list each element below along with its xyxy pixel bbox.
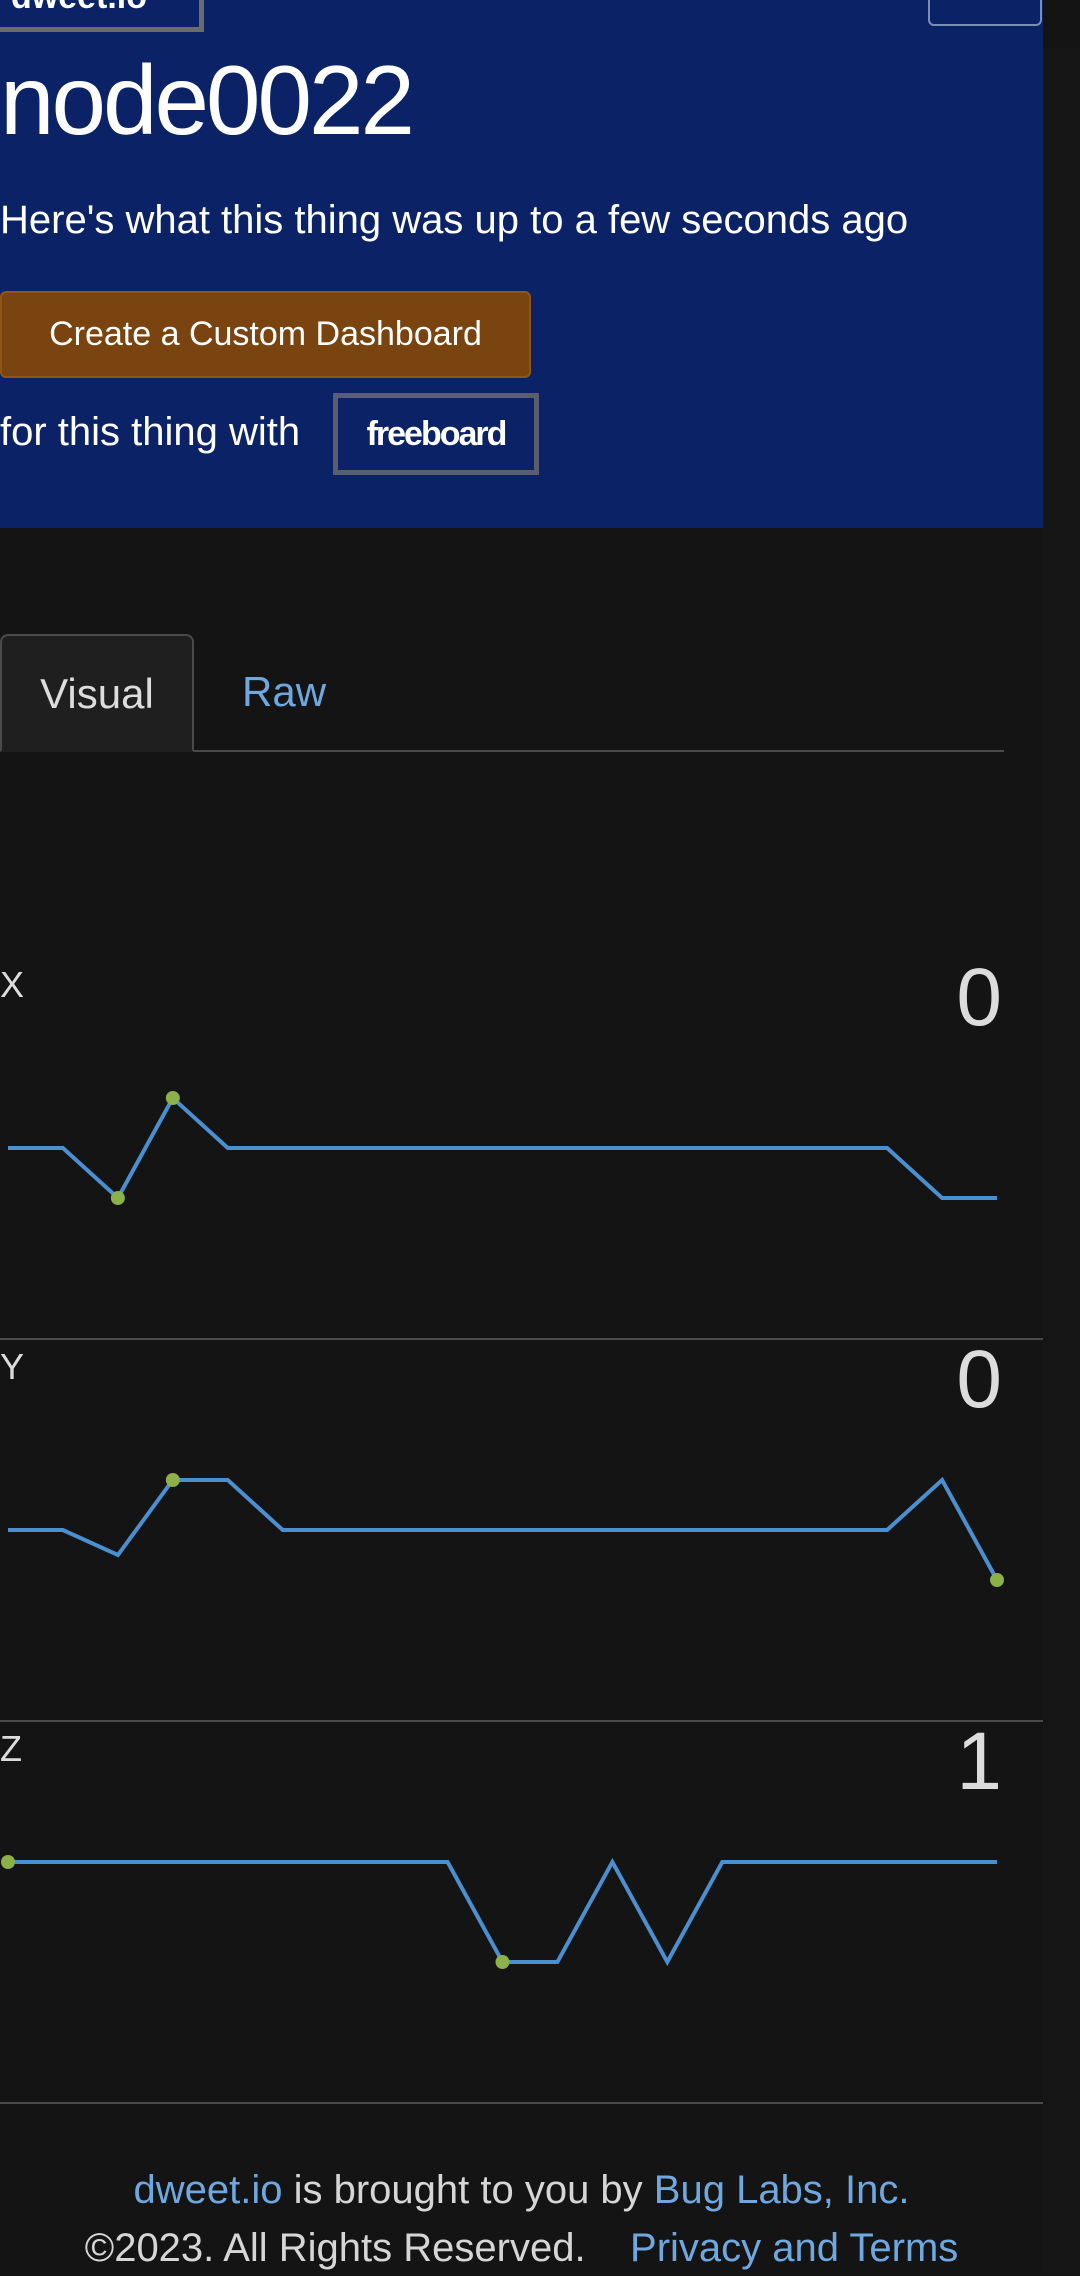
create-dashboard-button[interactable]: Create a Custom Dashboard	[0, 291, 531, 378]
logo[interactable]: dweet.io	[0, 0, 204, 32]
metric-value: 1	[956, 1716, 1002, 1807]
metric-value: 0	[956, 952, 1002, 1043]
tab-raw[interactable]: Raw	[242, 668, 327, 715]
freeboard-link[interactable]: freeboard	[333, 393, 539, 475]
series-line	[8, 1476, 999, 1581]
metric-value: 0	[956, 1334, 1002, 1425]
metric-label: Z	[0, 1728, 22, 1769]
data-point	[495, 1955, 510, 1969]
footer-credits: dweet.io is brought to you by Bug Labs, …	[0, 2162, 1043, 2218]
data-point	[110, 1191, 125, 1205]
sparkline-z	[1, 1855, 997, 1969]
data-point	[165, 1091, 180, 1105]
menu-toggle-button[interactable]	[928, 0, 1042, 26]
series-line	[8, 1857, 997, 1967]
page-subtitle: Here's what this thing was up to a few s…	[0, 198, 909, 242]
metric-z: Z 1	[0, 1716, 1043, 2104]
footer-text: is brought to you by	[282, 2168, 654, 2212]
dweet-link[interactable]: dweet.io	[133, 2168, 283, 2212]
copyright-text: ©2023. All Rights Reserved.	[84, 2226, 586, 2270]
buglabs-link[interactable]: Bug Labs, Inc.	[653, 2168, 910, 2212]
page-title: node0022	[0, 45, 415, 155]
metric-y: Y 0	[0, 1334, 1043, 1722]
sparkline-x	[8, 1091, 997, 1205]
metric-x: X 0	[0, 952, 1043, 1340]
freeboard-prompt: for this thing with	[0, 410, 301, 454]
sparkline-y	[8, 1473, 1004, 1587]
metric-label: Y	[0, 1346, 25, 1387]
header: dweet.io node0022 Here's what this thing…	[0, 0, 1043, 528]
footer-legal: ©2023. All Rights Reserved. Privacy and …	[0, 2220, 1043, 2276]
privacy-terms-link[interactable]: Privacy and Terms	[630, 2226, 959, 2270]
data-point	[165, 1473, 180, 1487]
data-point	[1, 1855, 15, 1869]
view-tabs: Visual Raw	[0, 634, 1004, 752]
series-line	[8, 1094, 997, 1202]
page-edge	[1043, 48, 1080, 2273]
metric-label: X	[0, 964, 25, 1005]
data-point	[990, 1573, 1004, 1587]
tab-visual[interactable]: Visual	[0, 634, 194, 752]
